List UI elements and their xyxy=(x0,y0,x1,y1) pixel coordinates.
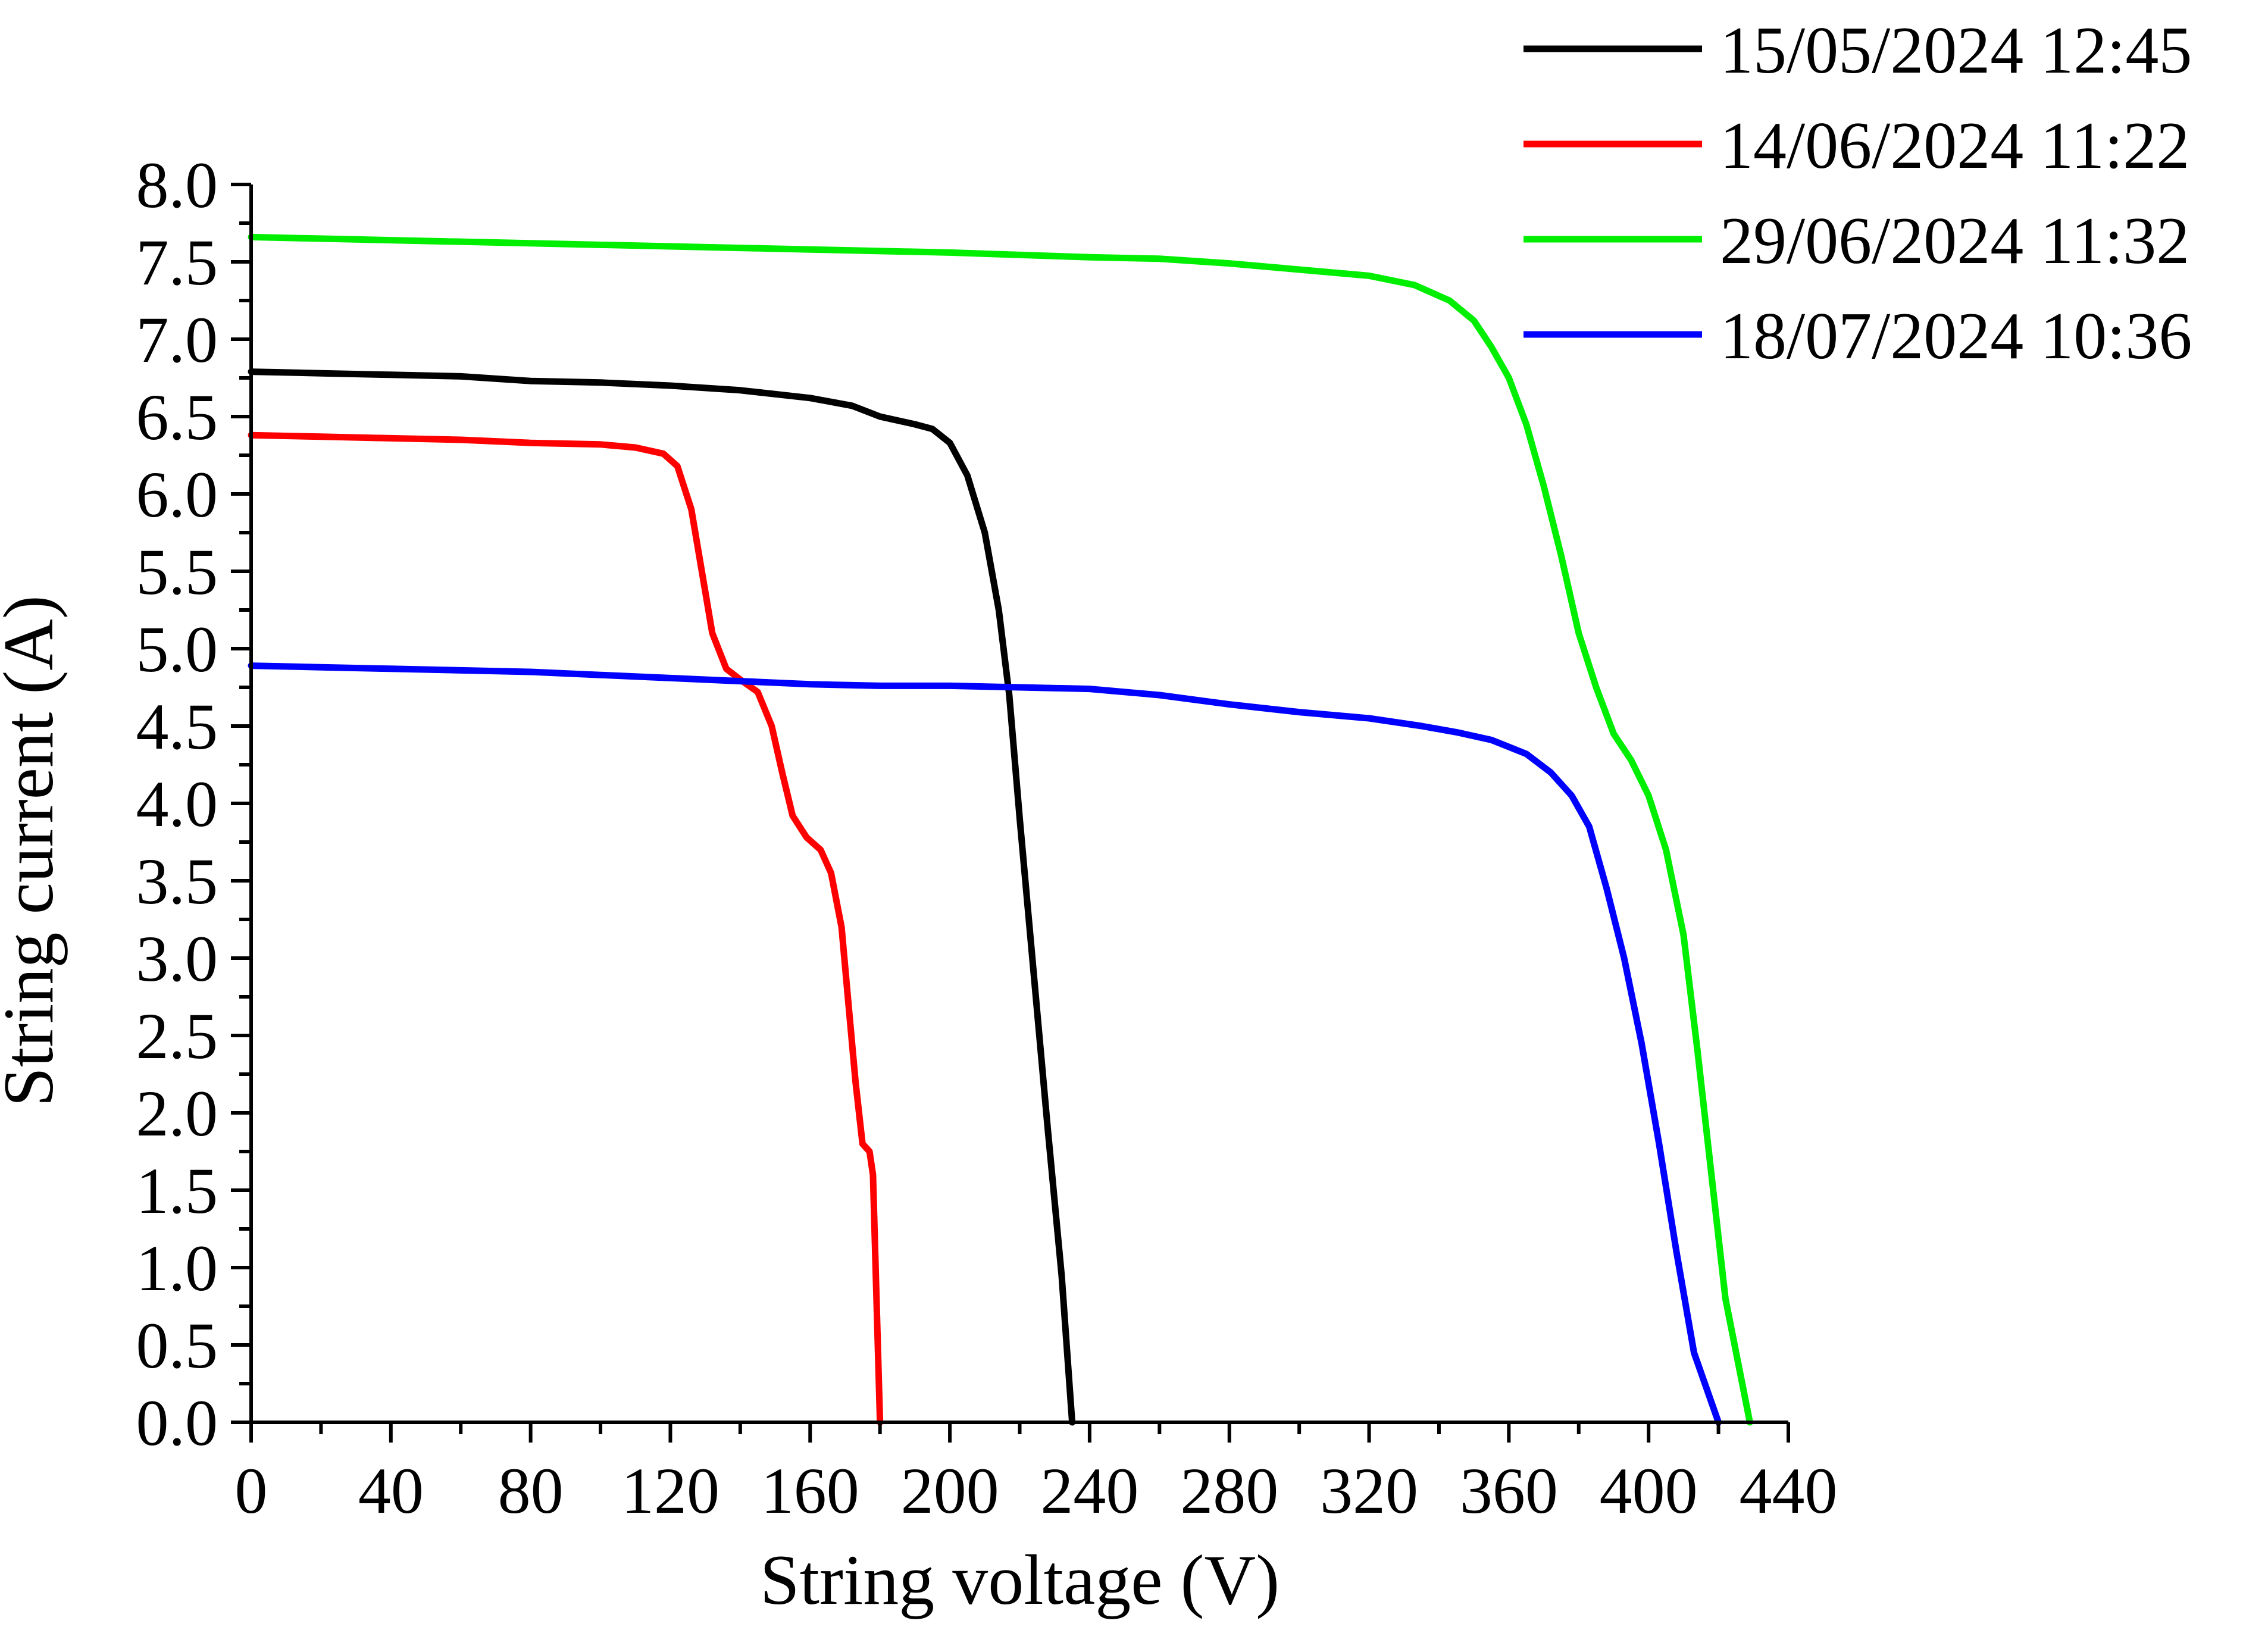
y-axis-title: String current (A) xyxy=(0,595,68,1107)
x-tick-label: 80 xyxy=(498,1454,564,1527)
x-tick-label: 40 xyxy=(358,1454,424,1527)
legend-item: 29/06/2024 11:32 xyxy=(1524,204,2189,278)
legend-item: 14/06/2024 11:22 xyxy=(1524,109,2189,183)
x-tick-label: 160 xyxy=(761,1454,859,1527)
x-tick-label: 280 xyxy=(1180,1454,1278,1527)
x-tick-label: 200 xyxy=(901,1454,999,1527)
y-tick-label: 4.0 xyxy=(136,768,218,840)
y-ticks-group: 0.00.51.01.52.02.53.03.54.04.55.05.56.06… xyxy=(136,149,251,1459)
y-tick-label: 0.5 xyxy=(136,1309,218,1382)
y-tick-label: 8.0 xyxy=(136,149,218,221)
y-tick-label: 0.0 xyxy=(136,1387,218,1459)
y-tick-label: 5.5 xyxy=(136,536,218,608)
x-tick-label: 120 xyxy=(621,1454,719,1527)
y-tick-label: 1.0 xyxy=(136,1232,218,1304)
y-tick-label: 6.5 xyxy=(136,381,218,453)
x-tick-label: 400 xyxy=(1600,1454,1698,1527)
series-line-3 xyxy=(248,233,1753,1426)
x-ticks-group: 0 40 80 120 160 200 240 280 320 360 400 440 xyxy=(235,1422,1838,1527)
x-tick-label: 240 xyxy=(1040,1454,1138,1527)
y-tick-label: 3.0 xyxy=(136,922,218,995)
series-line-2 xyxy=(248,431,884,1426)
legend-label: 18/07/2024 10:36 xyxy=(1720,299,2192,373)
y-tick-label: 4.5 xyxy=(136,690,218,763)
y-tick-label: 2.0 xyxy=(136,1077,218,1150)
x-tick-label: 360 xyxy=(1460,1454,1558,1527)
y-tick-label: 3.5 xyxy=(136,845,218,918)
y-tick-label: 6.0 xyxy=(136,458,218,531)
legend-label: 15/05/2024 12:45 xyxy=(1720,14,2192,87)
x-tick-label: 440 xyxy=(1740,1454,1838,1527)
legend-label: 14/06/2024 11:22 xyxy=(1720,109,2189,183)
series-line-4 xyxy=(248,662,1722,1426)
legend-label: 29/06/2024 11:32 xyxy=(1720,204,2189,278)
y-tick-label: 5.0 xyxy=(136,613,218,686)
y-tick-label: 2.5 xyxy=(136,1000,218,1072)
y-tick-label: 1.5 xyxy=(136,1155,218,1227)
y-tick-label: 7.0 xyxy=(136,304,218,376)
legend-item: 18/07/2024 10:36 xyxy=(1524,299,2192,373)
series-line-1 xyxy=(248,368,1076,1426)
legend: 15/05/2024 12:45 14/06/2024 11:22 29/06/20… xyxy=(1524,14,2192,373)
legend-item: 15/05/2024 12:45 xyxy=(1524,14,2192,87)
y-tick-label: 7.5 xyxy=(136,226,218,299)
x-tick-label: 0 xyxy=(235,1454,268,1527)
plot-series-group xyxy=(248,233,1753,1426)
x-tick-label: 320 xyxy=(1320,1454,1418,1527)
x-axis-title: String voltage (V) xyxy=(760,1540,1280,1619)
